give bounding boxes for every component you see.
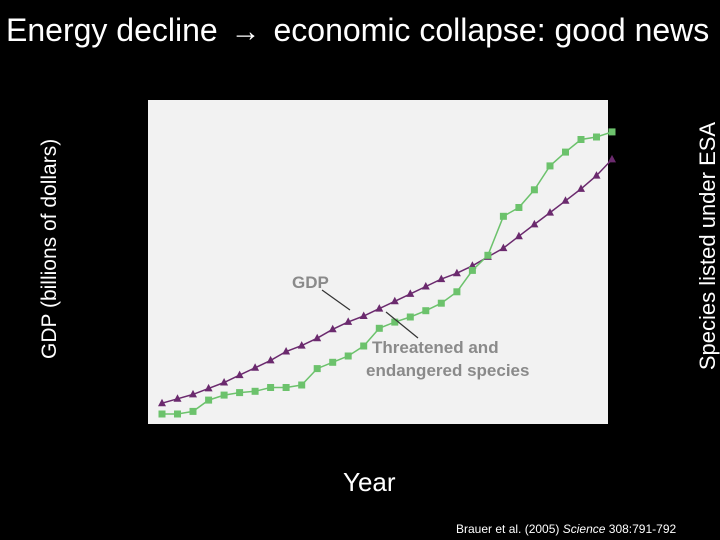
species-point-1994 bbox=[484, 251, 492, 259]
gdp-point-1992 bbox=[452, 268, 461, 277]
y-right-tick-1200: 1,200 bbox=[624, 135, 662, 152]
gdp-point-2000 bbox=[577, 184, 585, 192]
gdp-point-1999 bbox=[561, 196, 570, 204]
gdp-point-1983 bbox=[313, 333, 322, 342]
species-point-1976 bbox=[205, 396, 213, 404]
species-point-1993 bbox=[468, 266, 476, 274]
gdp-point-1977 bbox=[220, 378, 229, 386]
gdp-point-1986 bbox=[359, 311, 368, 319]
species-point-1992 bbox=[453, 288, 461, 296]
gdp-point-1995 bbox=[499, 243, 508, 252]
species-point-2002 bbox=[608, 128, 616, 136]
gdp-point-1990 bbox=[421, 282, 430, 290]
species-point-1978 bbox=[236, 389, 244, 397]
y-left-tick-10000: 10,000 bbox=[92, 146, 138, 163]
gdp-point-1980 bbox=[266, 355, 275, 364]
series-markers bbox=[158, 128, 616, 418]
arrow-right-icon: → bbox=[230, 15, 261, 48]
x-tick-1987: 1987 bbox=[354, 431, 392, 450]
slide-title: Energy decline → economic collapse: good… bbox=[6, 12, 709, 49]
species-point-1987 bbox=[375, 324, 383, 332]
gdp-point-1976 bbox=[204, 383, 213, 392]
title-part2: economic collapse: good news bbox=[273, 12, 710, 48]
gdp-point-1996 bbox=[514, 231, 523, 240]
species-point-1995 bbox=[499, 212, 507, 220]
gdp-point-1974 bbox=[173, 394, 182, 402]
gdp-point-1981 bbox=[282, 347, 291, 355]
plot-area bbox=[148, 100, 608, 424]
gdp-point-1987 bbox=[375, 304, 384, 312]
species-point-1977 bbox=[220, 391, 228, 399]
gdp-point-1989 bbox=[406, 289, 415, 297]
species-point-1989 bbox=[406, 313, 414, 321]
gdp-point-1984 bbox=[328, 324, 337, 333]
species-point-1999 bbox=[562, 148, 569, 156]
species-annotation-line1: Threatened and bbox=[372, 338, 499, 357]
species-point-1986 bbox=[360, 342, 368, 350]
species-point-1974 bbox=[174, 410, 181, 418]
gdp-point-1991 bbox=[437, 274, 446, 283]
gdp-point-2001 bbox=[592, 171, 601, 179]
gdp-point-1997 bbox=[530, 219, 539, 228]
gdp-annotation: GDP bbox=[292, 273, 329, 292]
species-annotation-line2: endangered species bbox=[366, 361, 529, 380]
gdp-point-1985 bbox=[344, 317, 353, 325]
gdp-point-1982 bbox=[297, 341, 306, 349]
species-point-2000 bbox=[577, 136, 585, 143]
species-point-1984 bbox=[329, 358, 337, 366]
species-point-1975 bbox=[189, 407, 197, 415]
citation-journal: Science bbox=[562, 522, 606, 536]
gdp-point-1973 bbox=[158, 398, 166, 407]
title-part1: Energy decline bbox=[6, 12, 218, 48]
species-point-1973 bbox=[158, 410, 166, 418]
species-point-1998 bbox=[546, 162, 554, 170]
gdp-point-1988 bbox=[390, 296, 399, 305]
species-point-1997 bbox=[530, 186, 538, 194]
species-point-1979 bbox=[251, 387, 259, 395]
species-point-1981 bbox=[282, 384, 290, 391]
gdp-point-1998 bbox=[546, 208, 554, 216]
species-point-1988 bbox=[391, 318, 399, 326]
species-point-1991 bbox=[437, 299, 445, 307]
species-point-1985 bbox=[344, 352, 352, 360]
x-tick-2000: 2000 bbox=[562, 431, 600, 450]
x-axis-label: Year bbox=[343, 467, 396, 497]
species-point-1980 bbox=[267, 384, 275, 391]
citation: Brauer et al. (2005) Science 308:791-792 bbox=[456, 522, 677, 536]
y-right-tick-600: 600 bbox=[637, 269, 662, 286]
species-point-1982 bbox=[298, 381, 306, 389]
species-point-2001 bbox=[593, 133, 600, 141]
gdp-point-2002 bbox=[608, 154, 616, 163]
species-annotation-pointer bbox=[385, 311, 419, 339]
species-point-1996 bbox=[515, 204, 523, 211]
gdp-annotation-pointer bbox=[321, 289, 351, 311]
species-point-1990 bbox=[422, 307, 430, 315]
y-left-tick-5000: 5,000 bbox=[100, 279, 138, 296]
x-tick-1973: 1973 bbox=[143, 431, 181, 450]
gdp-point-1979 bbox=[251, 363, 260, 371]
species-point-1983 bbox=[313, 365, 321, 373]
gdp-point-1978 bbox=[235, 370, 244, 379]
gdp-point-1975 bbox=[189, 389, 197, 398]
